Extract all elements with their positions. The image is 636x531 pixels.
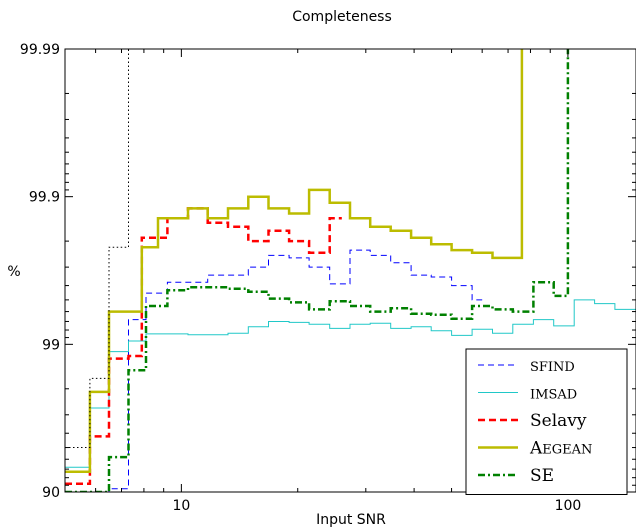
- x-tick-label: 100: [555, 498, 582, 514]
- legend-label: Selavy: [530, 411, 587, 431]
- series-line-reference: [65, 49, 129, 448]
- series-line-selavy: [65, 208, 342, 483]
- legend-label: IMSAD: [530, 388, 577, 403]
- series-line-aegean: [65, 49, 522, 472]
- y-tick-label: 99.9: [29, 190, 60, 206]
- chart-title: Completeness: [292, 9, 392, 25]
- x-axis-title: Input SNR: [316, 512, 386, 528]
- legend-label: SFIND: [530, 360, 575, 375]
- legend-label: SE: [530, 466, 554, 486]
- y-tick-label: 99.99: [20, 42, 60, 58]
- x-tick-label: 10: [172, 498, 190, 514]
- y-tick-label: 99: [42, 337, 60, 353]
- y-axis-title: %: [7, 264, 20, 280]
- y-tick-label: 90: [42, 485, 60, 501]
